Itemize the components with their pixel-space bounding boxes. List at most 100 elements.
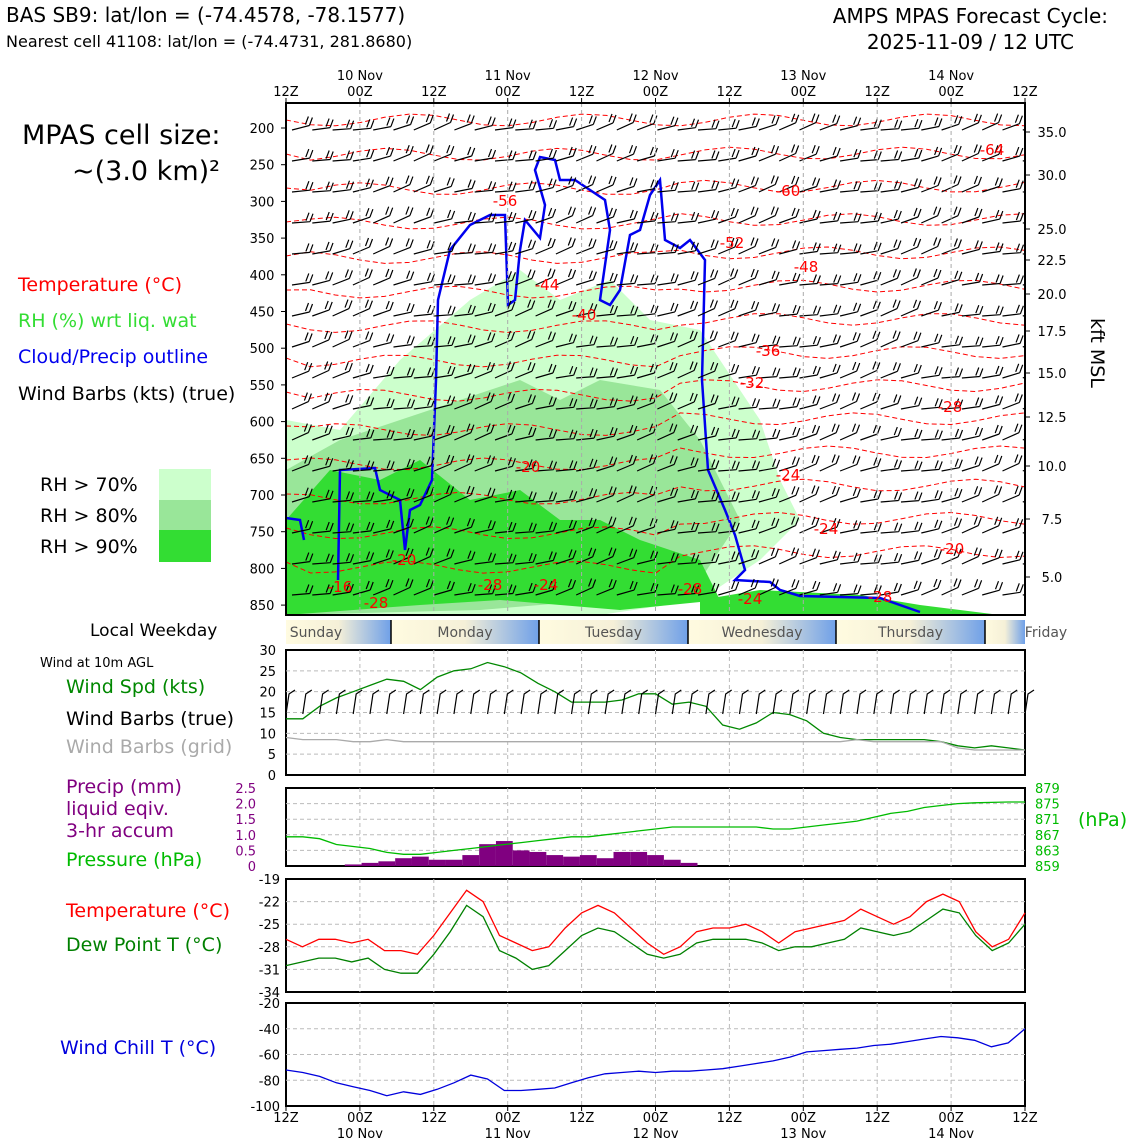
wind-barb [332,119,355,131]
wind-barb [779,304,801,317]
kft-tick-label: 30.0 [1038,169,1067,184]
wind-barb [880,119,903,131]
wind-barb [555,519,577,534]
wind-barb [433,209,456,224]
wind-barb [413,207,435,224]
legend-temp2: Temperature (°C) [66,900,230,922]
wind-barb [697,394,719,410]
weekday-label: Sunday [290,625,342,641]
wind-barb [352,268,373,286]
wind-barb [697,330,718,348]
precip-bar [630,851,648,866]
top-time-tick-label: 12Z [569,85,595,100]
wind-barb [819,393,841,410]
wind-barb [738,146,760,162]
wind-barb [758,335,781,348]
legend-barbs: Wind Barbs (kts) (true) [18,383,236,405]
wind-barb [697,426,720,441]
wind-barb [535,148,557,162]
wind-barb [474,181,497,193]
wind-barb [799,424,821,441]
wind-barb [961,397,984,410]
wind-barb [981,485,1003,503]
weekday-label: Wednesday [721,625,802,641]
wind-barb [596,144,617,162]
temperature-contour-6 [286,313,1025,333]
top-time-tick-label: 00Z [791,85,817,100]
wind-barb [880,362,901,379]
wind-barb [393,270,415,286]
wind-barb [860,118,882,131]
temp-contour-label: -20 [392,551,417,569]
wind-barb [494,457,516,472]
surface-wind-barb [419,689,430,715]
temp-contour-label: -60 [776,182,801,200]
wind-barb [839,423,861,441]
wind-barb [332,553,355,565]
wind-barb [596,486,617,503]
weekday-label: Friday [1025,625,1067,641]
wind-barb [616,335,639,348]
top-time-tick-label: 12Z [864,85,890,100]
wind-barb [474,392,495,410]
wind-barb [454,550,476,565]
wind-barb [352,207,374,224]
bottom-time-tick-label: 12Z [1012,1111,1038,1126]
precip-bar [378,861,396,866]
bottom-time-tick-label: 12Z [421,1111,447,1126]
wind-barb [900,551,923,565]
wind-barb [291,212,314,224]
wind-barb [413,516,434,534]
wind-barb [494,181,517,193]
temp-contour-label: -28 [938,398,963,416]
weekday-band [391,620,539,644]
wind-barb [981,113,1003,131]
wind-barb [880,394,902,410]
wind-barb [474,273,497,286]
wind-barb [880,459,903,472]
temp-contour-label: -24 [738,590,763,608]
local-weekday-label: Local Weekday [90,621,218,641]
wind-barb [941,270,963,286]
weekday-band [985,620,1025,644]
temp-contour-label: -16 [328,578,353,596]
wind-barb [677,489,699,503]
wind-barb [1002,454,1023,472]
wind-barb [616,177,638,193]
wind-barb [312,330,333,348]
wind-barb [778,486,800,503]
weekday-band [836,620,985,644]
surface-wind-barb [503,689,514,715]
temperature-contour-0 [286,113,1025,127]
precip-bar [563,856,580,866]
wind-barb [799,113,820,131]
wind-barb [312,241,334,255]
surface-wind-barb [470,689,481,715]
pressure-tick-label: 250 [250,159,275,174]
wind-barb [758,303,781,317]
wind-barb [434,336,456,348]
wind-barb [738,549,760,565]
wind-barb [291,487,313,503]
wind-barb [413,547,434,565]
wind-barb [291,116,313,131]
wind-barb [352,331,374,348]
surface-wind-barb [722,689,733,715]
surface-wind-barb [705,689,716,715]
wind-barb [434,305,456,317]
wind-barb [535,207,557,224]
wind-barb [697,582,720,596]
wind-barb [576,428,598,441]
precip-tick-label: 1.5 [235,813,256,828]
pressure-tick-label: 600 [250,416,275,431]
wind-barb [982,424,1003,441]
wind-barb [900,428,923,441]
surface-wind-barb [453,689,464,715]
wind-barb [900,237,922,255]
wind-barb [941,517,963,534]
wind-barb [900,178,922,193]
wind-barb [535,331,556,348]
wind-barb [555,578,577,596]
wind-barb [515,582,537,596]
wind-barb [657,455,678,472]
